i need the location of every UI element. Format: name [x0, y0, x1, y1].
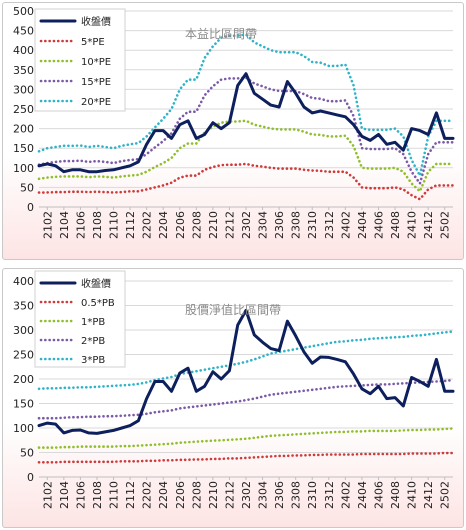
pe-y-tick-label: 350 — [13, 64, 34, 77]
pb-x-tick-label: 2106 — [74, 481, 87, 509]
pb-x-tick-label: 2410 — [406, 481, 419, 509]
pe-series-line-1 — [37, 162, 455, 201]
pe-chart-title: 本益比區間帶 — [185, 27, 257, 41]
pe-y-tick-label: 100 — [13, 162, 34, 175]
pe-x-tick-label: 2302 — [240, 211, 253, 239]
pe-y-tick-label: 150 — [13, 142, 34, 155]
pe-x-tick-label: 2210 — [207, 211, 220, 239]
pe-y-tick-label: 500 — [13, 5, 34, 18]
pb-legend-label-0: 收盤價 — [81, 277, 111, 290]
pe-y-tick-label: 300 — [13, 83, 34, 96]
pe-x-tick-label: 2502 — [439, 211, 452, 239]
pe-y-tick-label: 400 — [13, 44, 34, 57]
pe-legend-label-1: 5*PE — [81, 37, 105, 48]
pe-series-line-0 — [37, 72, 455, 174]
pb-legend-label-2: 1*PB — [81, 317, 105, 328]
pb-x-tick-label: 2404 — [356, 481, 369, 509]
pb-x-tick-label: 2112 — [124, 481, 137, 509]
pe-x-tick-label: 2406 — [372, 211, 385, 239]
pe-x-tick-label: 2208 — [190, 211, 203, 239]
pe-x-tick-label: 2410 — [406, 211, 419, 239]
pe-x-tick-label: 2108 — [91, 211, 104, 239]
pb-x-tick-label: 2310 — [306, 481, 319, 509]
pe-y-tick-label: 50 — [20, 181, 34, 194]
pe-x-tick-label: 2110 — [108, 211, 121, 239]
pb-x-tick-label: 2104 — [58, 481, 71, 509]
pb-legend-box — [34, 270, 126, 368]
pb-x-tick-label: 2412 — [422, 481, 435, 509]
pe-x-tick-label: 2106 — [74, 211, 87, 239]
pe-x-tick-label: 2212 — [223, 211, 236, 239]
pe-band-chart-panel: 0 50 100 150 200 250 300 350 400 450 500 2102 2104 21… — [2, 2, 464, 260]
pe-x-tick-label: 2310 — [306, 211, 319, 239]
pb-y-tick-label: 300 — [13, 324, 34, 337]
pb-x-tick-label: 2102 — [41, 481, 54, 509]
pb-series-line-2 — [37, 427, 455, 449]
pb-x-tick-label: 2408 — [389, 481, 402, 509]
pe-y-tick-label: 200 — [13, 123, 34, 136]
pb-x-tick-label: 2210 — [207, 481, 220, 509]
pe-x-tick-label: 2304 — [257, 211, 270, 239]
pb-x-tick-label: 2206 — [174, 481, 187, 509]
pb-series-line-0 — [37, 308, 455, 435]
pb-legend-label-4: 3*PB — [81, 355, 105, 366]
pb-series-line-3 — [37, 378, 455, 420]
pe-x-tick-label: 2204 — [157, 211, 170, 239]
pe-x-tick-label: 2308 — [290, 211, 303, 239]
pb-x-tick-label: 2108 — [91, 481, 104, 509]
pe-x-tick-label: 2104 — [58, 211, 71, 239]
pb-y-tick-label: 350 — [13, 300, 34, 313]
pb-x-tick-label: 2208 — [190, 481, 203, 509]
pb-legend-label-1: 0.5*PB — [81, 298, 115, 309]
pb-y-tick-label: 100 — [13, 422, 34, 435]
pb-y-tick-label: 200 — [13, 373, 34, 386]
pb-y-tick-label: 0 — [27, 471, 34, 484]
pe-legend-label-0: 收盤價 — [81, 15, 111, 28]
pb-x-tick-label: 2402 — [339, 481, 352, 509]
pb-x-tick-label: 2312 — [323, 481, 336, 509]
pb-x-tick-label: 2202 — [141, 481, 154, 509]
pb-x-tick-label: 2302 — [240, 481, 253, 509]
pe-x-tick-label: 2412 — [422, 211, 435, 239]
pb-band-chart: 0 50 100 150 200 250 300 350 400 2102 2104 2106 2108… — [13, 270, 455, 509]
pe-y-tick-label: 250 — [13, 103, 34, 116]
pe-x-tick-label: 2408 — [389, 211, 402, 239]
pb-x-tick-label: 2306 — [273, 481, 286, 509]
pe-legend-box — [34, 8, 126, 112]
pb-x-tick-label: 2212 — [223, 481, 236, 509]
pe-x-tick-label: 2402 — [339, 211, 352, 239]
pb-series-line-4 — [37, 330, 455, 391]
pb-x-tick-label: 2110 — [108, 481, 121, 509]
pe-x-tick-label: 2312 — [323, 211, 336, 239]
pb-chart-title: 股價淨值比區間帶 — [185, 302, 281, 317]
pb-x-tick-label: 2406 — [372, 481, 385, 509]
pe-x-tick-label: 2404 — [356, 211, 369, 239]
pb-y-tick-label: 400 — [13, 275, 34, 288]
pe-series-line-4 — [37, 33, 455, 177]
pe-legend-label-4: 20*PE — [81, 97, 111, 108]
pb-x-tick-label: 2204 — [157, 481, 170, 509]
pb-legend-label-3: 2*PB — [81, 336, 105, 347]
pb-band-chart-panel: 0 50 100 150 200 250 300 350 400 2102 2104 2106 2108… — [2, 268, 464, 528]
pe-x-tick-label: 2202 — [141, 211, 154, 239]
pe-x-tick-label: 2102 — [41, 211, 54, 239]
pb-y-tick-label: 150 — [13, 398, 34, 411]
pb-series-line-1 — [37, 451, 455, 464]
pe-x-tick-label: 2112 — [124, 211, 137, 239]
pe-series-line-2 — [37, 119, 455, 193]
pe-legend-label-2: 10*PE — [81, 57, 111, 68]
pb-x-tick-label: 2502 — [439, 481, 452, 509]
pe-x-tick-label: 2306 — [273, 211, 286, 239]
pe-legend-label-3: 15*PE — [81, 77, 111, 88]
pb-y-tick-label: 50 — [20, 447, 34, 460]
pb-y-tick-label: 250 — [13, 349, 34, 362]
pe-y-tick-label: 0 — [27, 201, 34, 214]
pb-x-tick-label: 2304 — [257, 481, 270, 509]
pe-series-line-3 — [37, 76, 455, 185]
pe-y-tick-label: 450 — [13, 25, 34, 38]
pb-x-tick-label: 2308 — [290, 481, 303, 509]
pe-x-tick-label: 2206 — [174, 211, 187, 239]
